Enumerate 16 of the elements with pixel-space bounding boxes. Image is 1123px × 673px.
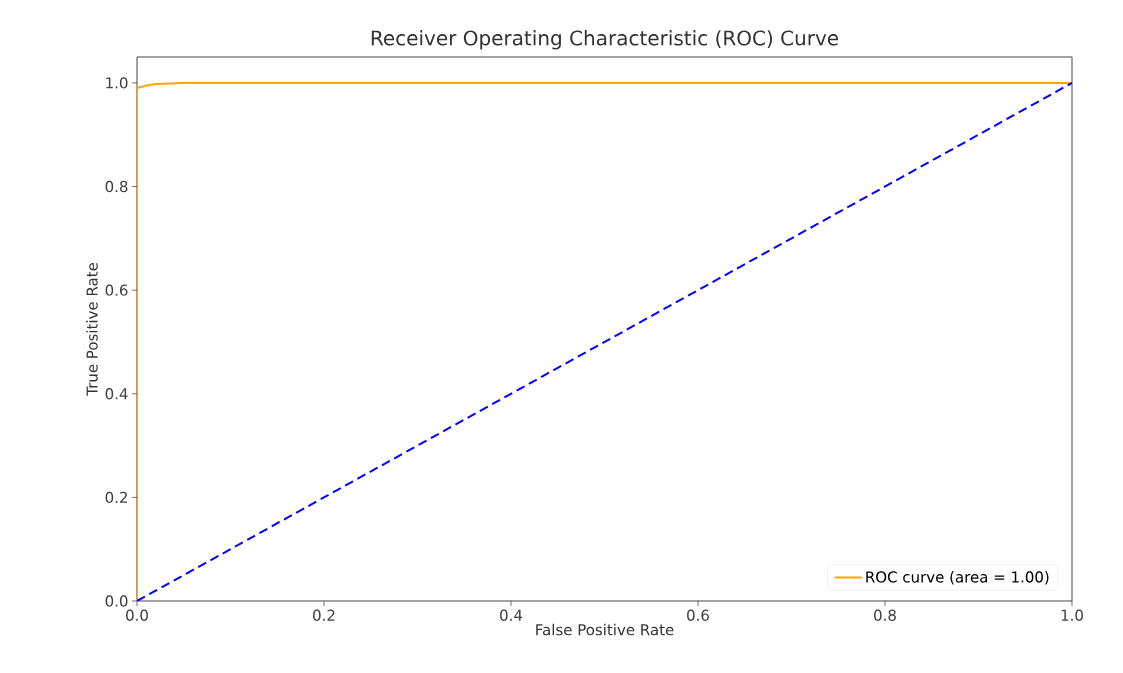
y-tick-label: 0.6: [105, 284, 128, 296]
x-tick-label: 0.8: [874, 609, 896, 621]
y-tick-label: 0.0: [105, 595, 128, 607]
x-axis-title: False Positive Rate: [536, 623, 674, 636]
y-tick-label: 0.2: [105, 491, 127, 504]
x-tick-label: 0.6: [687, 609, 709, 621]
y-tick-label: 0.4: [105, 388, 128, 400]
y-tick-label: 1.0: [106, 77, 128, 89]
x-tick-label: 1.0: [1061, 609, 1083, 621]
x-tick-label: 0.0: [126, 609, 148, 621]
x-tick-label: 0.4: [500, 609, 523, 621]
y-axis-title: True Positive Rate: [86, 262, 98, 396]
chart-title: Receiver Operating Characteristic (ROC) Curve: [371, 30, 839, 50]
x-tick-label: 0.2: [313, 609, 335, 621]
y-tick-label: 0.8: [105, 180, 128, 193]
legend-label: ROC curve (area = 1.00): [866, 571, 1049, 585]
